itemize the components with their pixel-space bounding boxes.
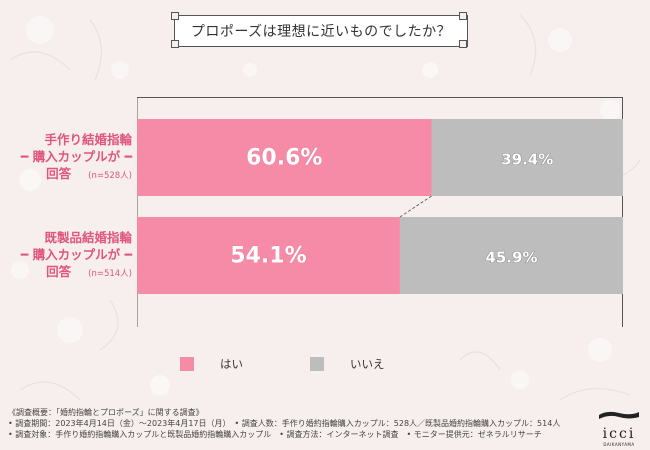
logo-subtext: DAIKANYAMA	[603, 442, 635, 447]
legend-swatch-yes	[180, 357, 194, 371]
bar-segment-yes	[137, 217, 400, 294]
bar-segment-no	[399, 217, 623, 294]
comparison-connector-line	[399, 195, 432, 218]
category-label-line: 回答 (n=514人)	[46, 264, 149, 279]
survey-notes-line: • 調査対象：手作り婚約指輪購入カップルと既製品婚約指輪購入カップル • 調査方…	[8, 430, 542, 439]
category-label-line: 手作り結婚指輪	[44, 132, 132, 147]
data-label-yes: 54.1%	[230, 244, 306, 269]
legend-item-no: いいえ	[310, 356, 385, 372]
chart-title-box: プロポーズは理想に近いものでしたか？	[174, 15, 468, 47]
survey-notes-heading: 《調査概要：「婚約指輪とプロポーズ」に関する調査》	[8, 408, 204, 417]
logo-word: icci	[602, 426, 636, 442]
category-label-line: 回答 (n=528人)	[46, 166, 149, 181]
category-label-line: 既製品結婚指輪	[44, 230, 132, 245]
stacked-bar-chart: 60.6% 39.4% 54.1% 45.9%	[136, 97, 623, 327]
category-label-line: ━ 購入カップルが ━	[20, 247, 132, 262]
bar-segment-no	[431, 119, 623, 196]
title-corner-decoration	[459, 12, 467, 20]
logo-mark-icon	[599, 411, 639, 419]
category-label: 手作り結婚指輪 ━ 購入カップルが ━ 回答 (n=528人)	[21, 131, 132, 185]
title-corner-decoration	[459, 40, 467, 48]
chart-title: プロポーズは理想に近いものでしたか？	[190, 24, 452, 40]
legend-swatch-no	[310, 357, 324, 371]
survey-notes-line: • 調査期間：2023年4月14日（金）～2023年4月17日（月） • 調査人…	[8, 419, 561, 428]
bar-segment-yes	[137, 119, 432, 196]
bar-chart-svg: 60.6% 39.4% 54.1% 45.9%	[136, 97, 623, 327]
category-label-line: ━ 購入カップルが ━	[20, 149, 132, 164]
category-label: 既製品結婚指輪 ━ 購入カップルが ━ 回答 (n=514人)	[21, 229, 132, 283]
data-label-yes: 60.6%	[246, 146, 322, 171]
title-corner-decoration	[171, 40, 179, 48]
legend-item-yes: はい	[180, 356, 243, 372]
survey-notes: 《調査概要：「婚約指輪とプロポーズ」に関する調査》 • 調査期間：2023年4月…	[8, 407, 598, 440]
sample-size-label: (n=514人)	[71, 269, 149, 279]
legend-label-no: いいえ	[350, 357, 385, 371]
icci-logo: icci DAIKANYAMA	[596, 406, 642, 447]
legend-label-yes: はい	[220, 357, 243, 371]
data-label-no: 39.4%	[501, 151, 553, 169]
data-label-no: 45.9%	[485, 249, 537, 267]
sample-size-label: (n=528人)	[71, 171, 149, 181]
title-corner-decoration	[171, 12, 179, 20]
